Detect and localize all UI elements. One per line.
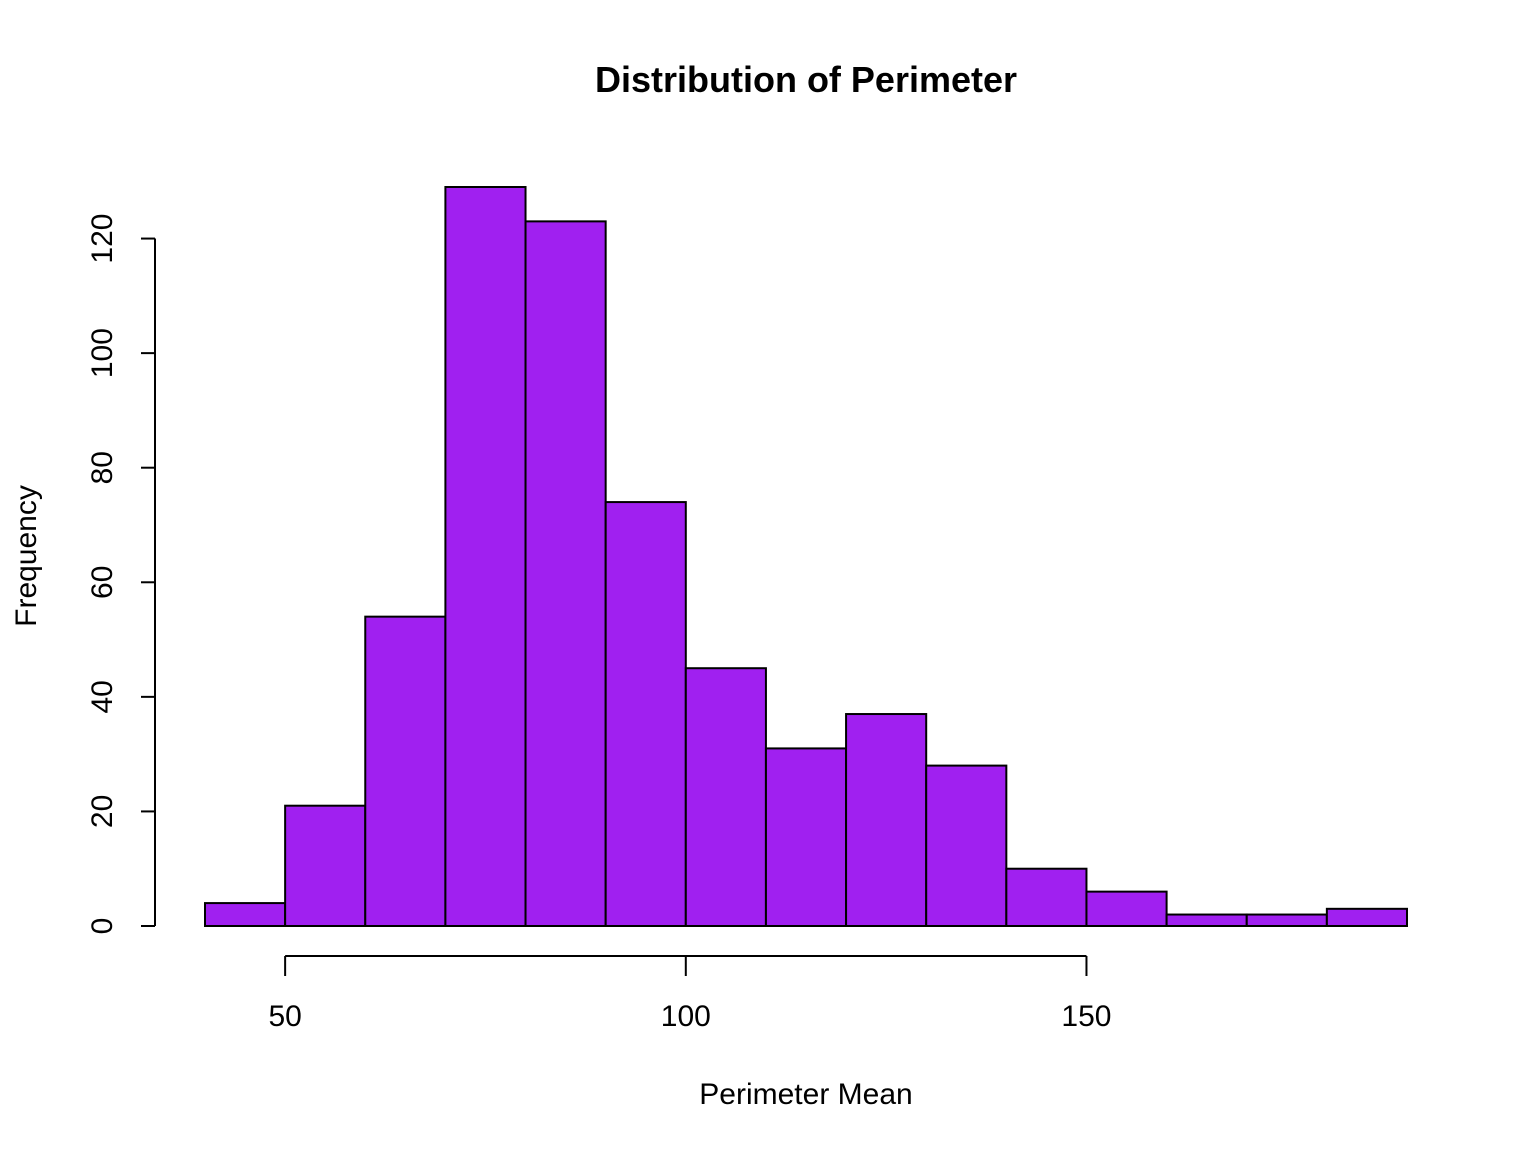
histogram-bar	[684, 667, 767, 927]
histogram-bar	[204, 902, 287, 927]
x-axis: 50 100 150	[268, 955, 1111, 1033]
histogram-bar	[524, 220, 607, 928]
y-ticks: 0 20 40 60 80 100 120	[86, 214, 155, 935]
y-axis: 0 20 40 60 80 100 120	[86, 214, 156, 935]
histogram-bar	[764, 747, 848, 927]
y-tick-label: 40	[86, 680, 119, 713]
histogram-bar	[1005, 867, 1088, 928]
chart-title: Distribution of Perimeter	[595, 59, 1017, 100]
bars-group	[204, 186, 1409, 928]
histogram-bar	[845, 713, 928, 927]
histogram-bar	[284, 804, 367, 928]
y-tick-label: 100	[86, 328, 119, 378]
x-tick-label: 150	[1061, 1000, 1111, 1033]
histogram-bar	[1085, 890, 1168, 928]
y-tick-label: 20	[86, 795, 119, 828]
x-tick-label: 100	[661, 1000, 711, 1033]
histogram-bar	[925, 764, 1008, 928]
y-axis-label: Frequency	[10, 485, 43, 627]
histogram-bar	[1245, 913, 1328, 928]
histogram-bar	[604, 501, 687, 927]
y-tick-label: 60	[86, 566, 119, 599]
histogram-bar	[444, 186, 527, 927]
histogram-bar	[1165, 913, 1248, 928]
histogram-bar	[364, 615, 447, 928]
x-axis-label: Perimeter Mean	[699, 1078, 912, 1111]
x-ticks: 50 100 150	[268, 956, 1111, 1033]
x-tick-label: 50	[268, 1000, 301, 1033]
y-tick-label: 120	[86, 214, 119, 264]
y-tick-label: 80	[86, 451, 119, 484]
y-tick-label: 0	[86, 918, 119, 935]
histogram-bar	[1325, 907, 1409, 928]
